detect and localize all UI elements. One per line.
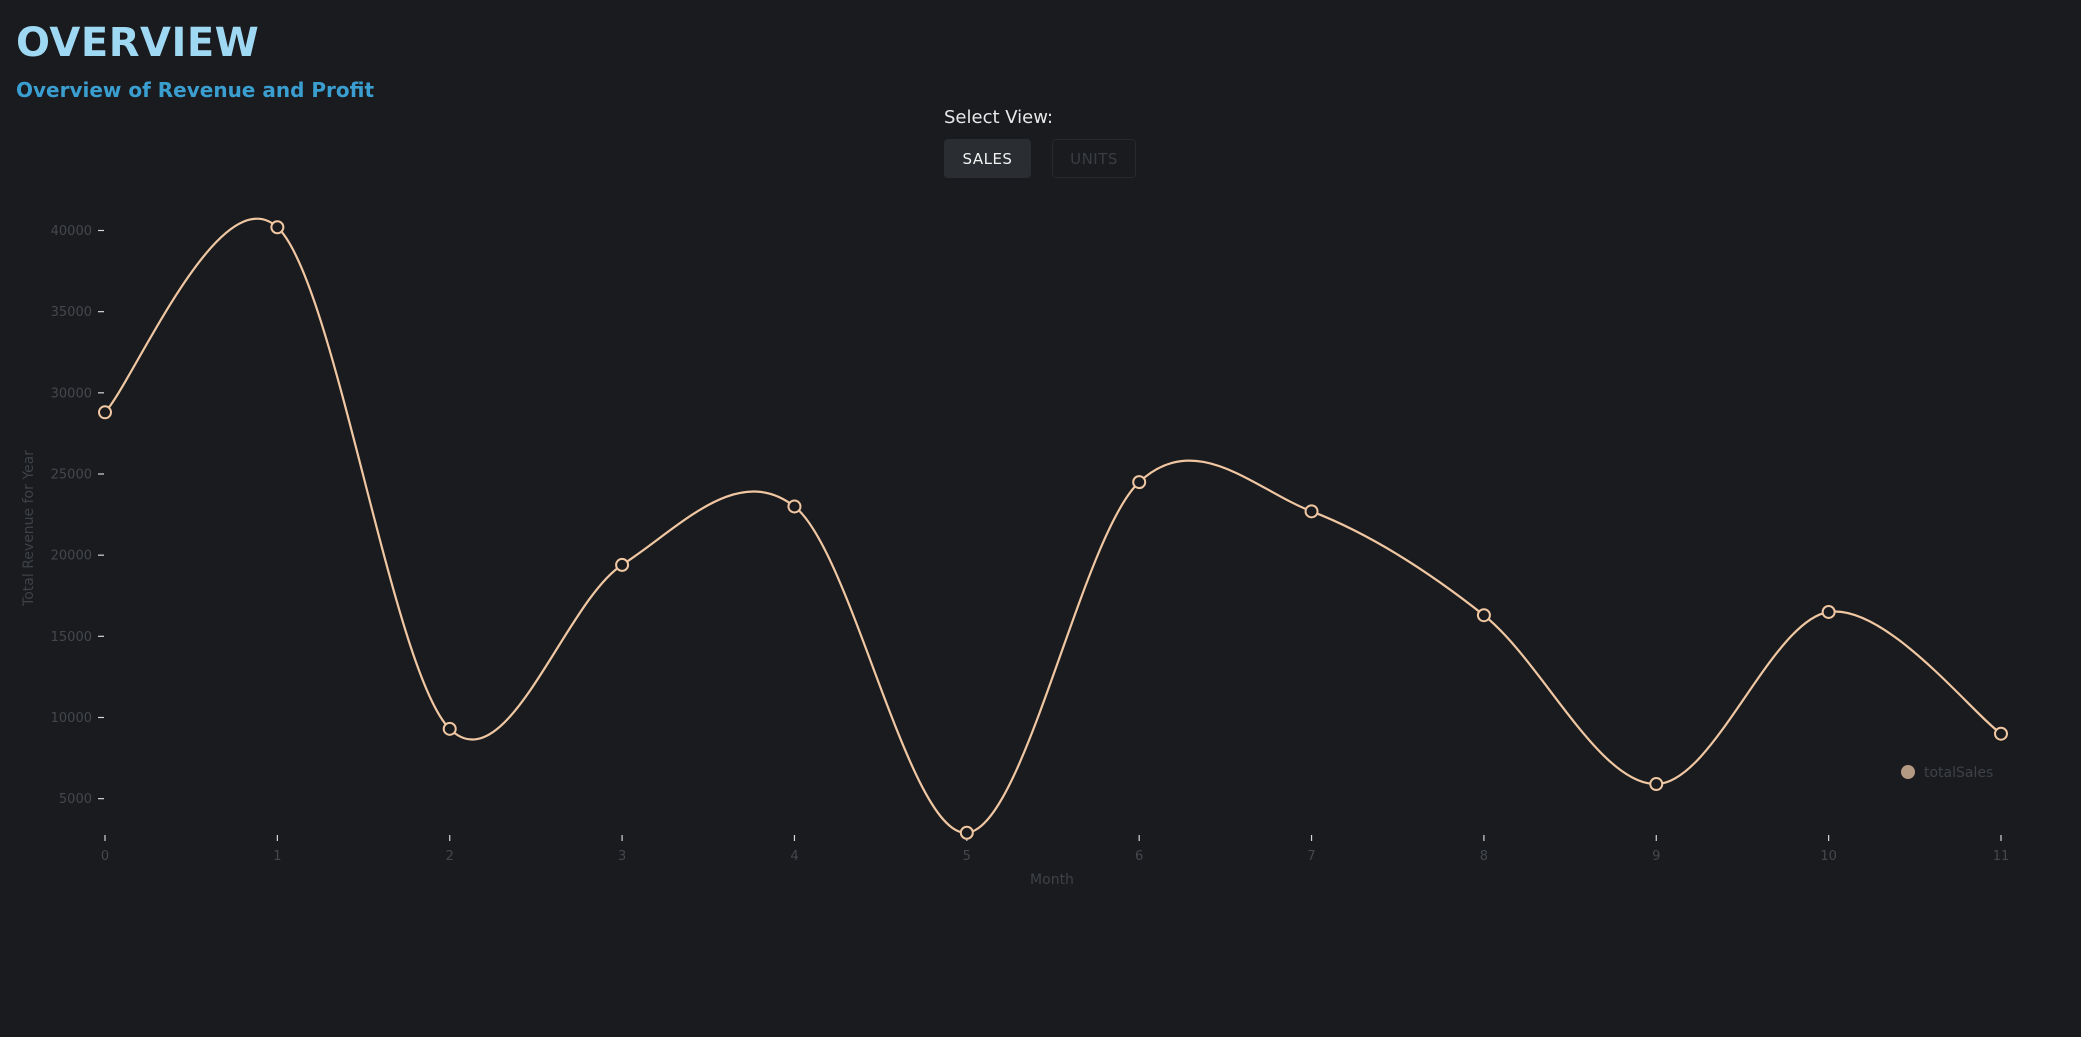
x-axis-label: Month	[1030, 872, 1074, 888]
x-tick-label: 4	[790, 849, 798, 864]
data-point-0[interactable]	[98, 405, 112, 420]
units-view-button[interactable]: UNITS	[1052, 139, 1136, 178]
legend-swatch	[1901, 765, 1915, 779]
x-tick-label: 9	[1652, 849, 1660, 864]
x-axis: 0 1 2 3 4 5 6 7 8 9 10 11	[101, 835, 2009, 864]
y-tick-label: 35000	[51, 305, 92, 320]
series-line-totalSales	[104, 217, 2002, 834]
y-tick-label: 10000	[51, 711, 92, 726]
data-point-9[interactable]	[1649, 777, 1664, 792]
data-point-4[interactable]	[787, 499, 802, 514]
y-tick-label: 15000	[51, 630, 92, 645]
x-tick-label: 6	[1135, 849, 1143, 864]
data-points	[98, 220, 2008, 840]
x-tick-label: 7	[1307, 849, 1315, 864]
x-tick-label: 3	[618, 849, 626, 864]
legend-label: totalSales	[1924, 765, 1993, 781]
y-tick-label: 30000	[51, 386, 92, 401]
y-tick-label: 5000	[59, 792, 92, 807]
data-point-5[interactable]	[959, 825, 974, 840]
data-point-8[interactable]	[1476, 608, 1491, 623]
y-axis: 5000 10000 15000 20000 25000 30000 35000 40000	[51, 224, 104, 807]
x-tick-label: 1	[273, 849, 281, 864]
data-point-7[interactable]	[1304, 504, 1319, 519]
data-point-11[interactable]	[1994, 726, 2008, 741]
y-tick-label: 20000	[51, 549, 92, 564]
data-point-3[interactable]	[615, 557, 630, 572]
data-point-10[interactable]	[1821, 604, 1836, 619]
x-tick-label: 8	[1480, 849, 1488, 864]
legend: totalSales	[1901, 765, 1993, 781]
sales-view-button[interactable]: SALES	[944, 139, 1031, 178]
y-tick-label: 40000	[51, 224, 92, 239]
x-tick-label: 11	[1993, 849, 2010, 864]
page-subtitle: Overview of Revenue and Profit	[16, 78, 374, 102]
page-title: OVERVIEW	[16, 20, 260, 66]
data-point-1[interactable]	[270, 220, 285, 235]
x-tick-label: 2	[446, 849, 454, 864]
y-tick-label: 25000	[51, 467, 92, 482]
x-tick-label: 10	[1820, 849, 1837, 864]
data-point-2[interactable]	[442, 721, 457, 736]
y-axis-label: Total Revenue for Year	[21, 450, 37, 607]
data-point-6[interactable]	[1132, 475, 1147, 490]
x-tick-label: 5	[963, 849, 971, 864]
x-tick-label: 0	[101, 849, 109, 864]
view-selector-label: Select View:	[944, 107, 1054, 128]
